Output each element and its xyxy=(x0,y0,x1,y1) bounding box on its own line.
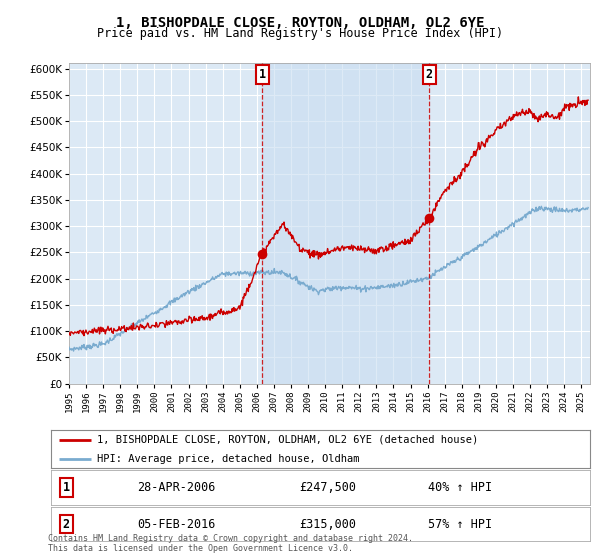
Text: Price paid vs. HM Land Registry's House Price Index (HPI): Price paid vs. HM Land Registry's House … xyxy=(97,27,503,40)
Text: 28-APR-2006: 28-APR-2006 xyxy=(137,481,215,494)
Text: £247,500: £247,500 xyxy=(299,481,356,494)
Text: 57% ↑ HPI: 57% ↑ HPI xyxy=(428,517,492,530)
Text: HPI: Average price, detached house, Oldham: HPI: Average price, detached house, Oldh… xyxy=(97,454,359,464)
Text: 2: 2 xyxy=(62,517,70,530)
Text: 40% ↑ HPI: 40% ↑ HPI xyxy=(428,481,492,494)
Text: Contains HM Land Registry data © Crown copyright and database right 2024.
This d: Contains HM Land Registry data © Crown c… xyxy=(48,534,413,553)
Bar xyxy=(262,63,429,384)
Text: 05-FEB-2016: 05-FEB-2016 xyxy=(137,517,215,530)
Text: £315,000: £315,000 xyxy=(299,517,356,530)
Text: 1: 1 xyxy=(62,481,70,494)
Text: 1: 1 xyxy=(259,68,266,81)
Text: 1, BISHOPDALE CLOSE, ROYTON, OLDHAM, OL2 6YE: 1, BISHOPDALE CLOSE, ROYTON, OLDHAM, OL2… xyxy=(116,16,484,30)
Text: 1, BISHOPDALE CLOSE, ROYTON, OLDHAM, OL2 6YE (detached house): 1, BISHOPDALE CLOSE, ROYTON, OLDHAM, OL2… xyxy=(97,435,478,445)
Text: 2: 2 xyxy=(425,68,433,81)
